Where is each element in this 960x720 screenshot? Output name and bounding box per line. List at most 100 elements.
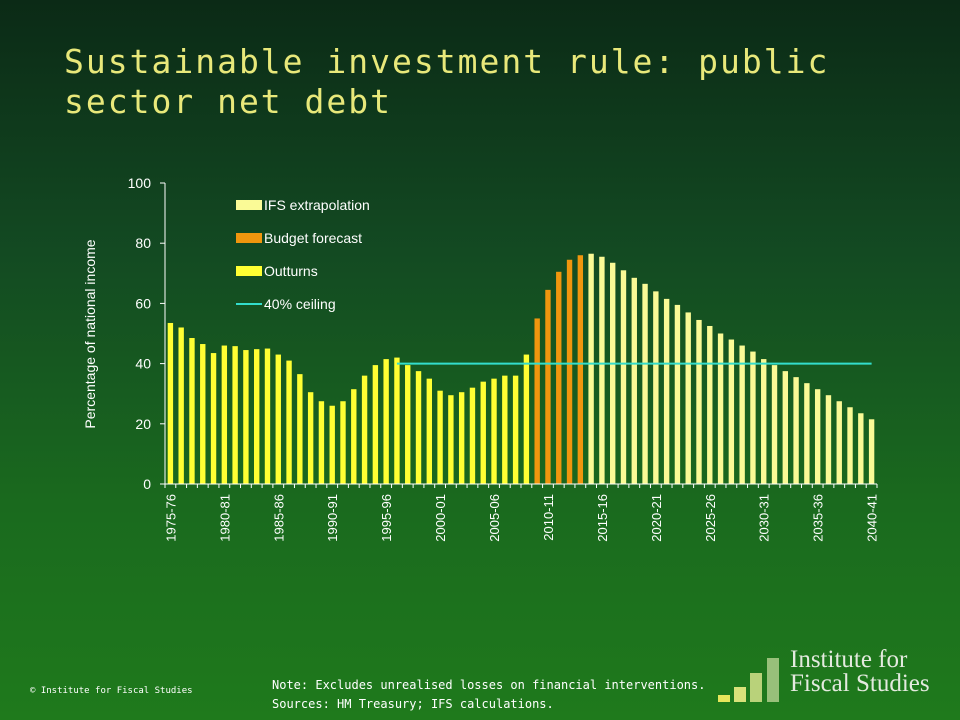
bar-1981-82: [232, 346, 238, 484]
bar-2033-34: [793, 377, 799, 484]
bar-1975-76: [167, 322, 174, 484]
bar-1986-87: [286, 360, 292, 484]
bar-2032-33: [782, 371, 788, 485]
x-tick-label: 2020-21: [649, 494, 664, 542]
y-tick-label: 20: [135, 416, 151, 432]
x-tick-label: 2015-16: [595, 494, 610, 542]
bar-2034-35: [804, 383, 810, 484]
bar-2028-29: [739, 345, 745, 484]
x-tick-label: 1995-96: [379, 494, 394, 542]
bar-1980-81: [221, 345, 228, 484]
bar-2001-02: [448, 395, 454, 484]
bar-2038-39: [847, 407, 853, 484]
bar-2004-05: [480, 381, 486, 484]
bar-1983-84: [254, 349, 260, 484]
bar-2030-31: [761, 359, 767, 484]
bar-2024-25: [696, 319, 702, 484]
legend-label: Outturns: [264, 263, 318, 279]
bar-2019-20: [642, 283, 648, 484]
logo-bar-3: [750, 673, 762, 702]
y-axis-label: Percentage of national income: [82, 239, 98, 428]
x-tick-label: 1990-91: [325, 494, 340, 542]
bar-1984-85: [264, 348, 271, 484]
bar-1989-90: [318, 401, 325, 484]
bar-1976-77: [178, 327, 184, 484]
bar-2014-15: [588, 253, 594, 484]
bar-1997-98: [405, 365, 411, 484]
bar-2022-23: [674, 304, 681, 484]
bar-2006-07: [502, 375, 508, 484]
bar-1978-79: [200, 344, 206, 484]
legend-label: 40% ceiling: [264, 296, 336, 312]
x-tick-label: 2010-11: [541, 494, 556, 541]
note-text: Note: Excludes unrealised losses on fina…: [272, 678, 706, 692]
bar-2015-16: [599, 256, 605, 484]
logo-bar-1: [718, 695, 730, 702]
bar-2039-40: [858, 413, 864, 484]
bar-1995-96: [383, 359, 389, 484]
legend-swatch: [236, 200, 262, 210]
bar-2026-27: [717, 333, 724, 484]
bar-2016-17: [610, 262, 616, 484]
bar-2008-09: [523, 354, 530, 484]
copyright-text: © Institute for Fiscal Studies: [30, 686, 193, 696]
bar-2035-36: [814, 389, 821, 484]
x-tick-label: 1980-81: [217, 494, 232, 542]
bar-2027-28: [728, 339, 735, 484]
bar-2011-12: [556, 271, 562, 484]
legend: IFS extrapolation Budget forecast Outturns…: [236, 197, 370, 312]
bar-1985-86: [275, 354, 281, 484]
logo-line-2: Fiscal Studies: [790, 670, 930, 697]
bar-1999-00: [426, 378, 432, 484]
bar-2003-04: [469, 387, 476, 484]
sources-text: Sources: HM Treasury; IFS calculations.: [272, 697, 554, 711]
y-ticks: 0 20 40 60 80 100: [128, 175, 165, 492]
logo-text: Institute for Fiscal Studies: [790, 646, 930, 697]
x-tick-label: 1985-86: [271, 494, 286, 542]
legend-label: Budget forecast: [264, 230, 362, 246]
bar-1994-95: [372, 365, 379, 484]
bar-2037-38: [836, 401, 842, 484]
bar-1996-97: [394, 357, 400, 484]
bar-2007-08: [512, 375, 519, 484]
bar-2013-14: [577, 255, 584, 484]
ifs-logo: Institute for Fiscal Studies: [716, 630, 946, 706]
y-tick-label: 0: [143, 476, 151, 492]
logo-line-1: Institute for: [790, 646, 908, 673]
bar-1988-89: [307, 392, 314, 484]
bar-2029-30: [750, 351, 756, 484]
bar-1992-93: [351, 389, 357, 484]
y-tick-label: 40: [135, 356, 151, 372]
x-tick-label: 1975-76: [163, 494, 178, 542]
bar-2020-21: [653, 291, 659, 484]
x-tick-label: 2000-01: [433, 494, 448, 542]
x-tick-label: 2035-36: [811, 494, 826, 542]
bar-2036-37: [825, 395, 832, 484]
legend-label: IFS extrapolation: [264, 197, 370, 213]
bar-1977-78: [189, 338, 195, 484]
bar-1979-80: [210, 353, 217, 484]
notes: Note: Excludes unrealised losses on fina…: [272, 676, 705, 714]
logo-bar-4: [767, 658, 779, 702]
legend-swatch: [236, 233, 262, 243]
bar-2018-19: [631, 277, 637, 484]
y-tick-label: 60: [135, 295, 151, 311]
x-tick-label: 2005-06: [487, 494, 502, 542]
bar-2017-18: [620, 270, 627, 484]
bar-1991-92: [340, 401, 346, 484]
y-tick-label: 100: [128, 175, 152, 191]
bar-2023-24: [685, 312, 691, 484]
x-tick-label: 2030-31: [757, 494, 772, 542]
bar-2010-11: [545, 289, 551, 484]
bar-1987-88: [297, 374, 303, 484]
bar-2012-13: [566, 259, 573, 484]
bar-1982-83: [243, 350, 249, 484]
legend-swatch: [236, 266, 262, 276]
bar-2040-41: [868, 419, 875, 484]
x-ticks: 1975-76 1980-81 1985-86 1990-91 1995-96 2000-…: [163, 484, 880, 542]
bar-2005-06: [491, 378, 497, 484]
slide-title: Sustainable investment rule: public sect…: [64, 42, 830, 121]
bar-1993-94: [361, 375, 368, 484]
x-tick-label: 2040-41: [865, 494, 880, 542]
